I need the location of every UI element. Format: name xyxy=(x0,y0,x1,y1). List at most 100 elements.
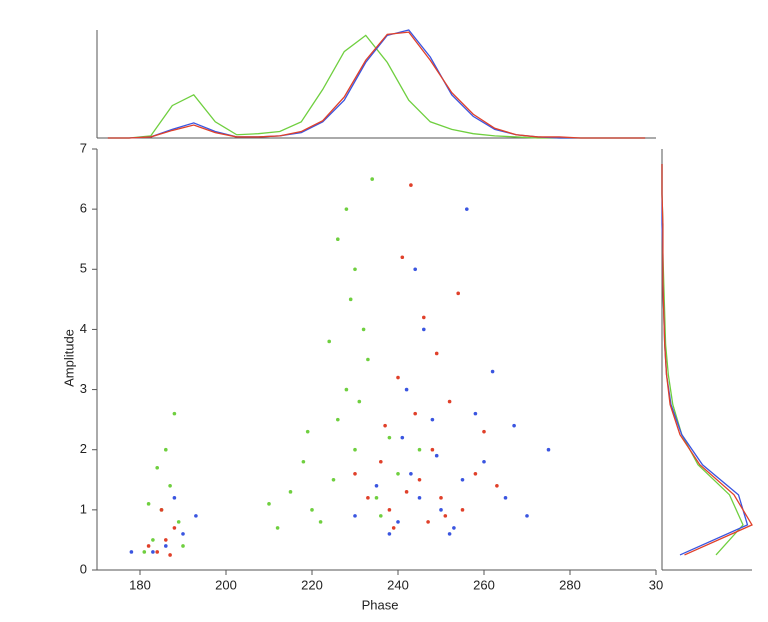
point xyxy=(439,496,443,500)
point xyxy=(344,387,349,392)
point xyxy=(331,477,336,482)
point xyxy=(155,465,159,470)
top-histogram-line xyxy=(107,29,646,139)
point xyxy=(379,514,383,518)
point xyxy=(357,399,362,404)
point xyxy=(456,291,461,296)
y-tick-label: 2 xyxy=(80,441,87,456)
point xyxy=(396,375,400,380)
point xyxy=(387,532,392,536)
point xyxy=(447,399,452,404)
y-tick-label: 5 xyxy=(80,261,87,276)
point xyxy=(495,484,499,488)
point xyxy=(465,207,469,211)
top-histogram-line xyxy=(107,34,646,139)
point xyxy=(155,550,159,554)
x-tick-label: 240 xyxy=(387,577,409,592)
point xyxy=(194,514,198,518)
point xyxy=(443,514,448,518)
point xyxy=(447,532,452,536)
point xyxy=(387,508,392,512)
point xyxy=(159,508,164,512)
point xyxy=(422,327,426,332)
point xyxy=(129,550,134,554)
point xyxy=(417,496,422,500)
point xyxy=(379,459,383,464)
point xyxy=(151,550,155,554)
right-histogram-line xyxy=(661,164,753,556)
point xyxy=(146,502,151,506)
x-tick-label: 30 xyxy=(649,577,663,592)
point xyxy=(490,369,495,374)
point xyxy=(404,490,409,494)
point xyxy=(301,459,306,464)
point xyxy=(452,526,456,530)
point xyxy=(439,508,443,512)
point xyxy=(473,471,478,476)
point xyxy=(525,514,529,518)
point xyxy=(353,514,357,518)
point xyxy=(413,411,418,416)
y-tick-label: 3 xyxy=(80,381,87,396)
point xyxy=(396,471,400,476)
point xyxy=(374,484,379,488)
point xyxy=(172,526,177,530)
point xyxy=(142,550,147,554)
point xyxy=(151,538,155,542)
x-tick-label: 260 xyxy=(473,577,495,592)
y-tick-label: 7 xyxy=(80,140,87,155)
x-axis-label: Phase xyxy=(362,597,399,612)
point xyxy=(366,357,370,362)
point xyxy=(181,544,185,548)
point xyxy=(344,207,349,211)
point xyxy=(336,417,340,422)
x-tick-label: 200 xyxy=(215,577,237,592)
point xyxy=(353,267,357,272)
point xyxy=(503,496,508,500)
point xyxy=(168,553,172,557)
point xyxy=(409,471,413,476)
point xyxy=(473,411,478,416)
point xyxy=(383,423,387,428)
point xyxy=(288,490,293,494)
y-tick-label: 4 xyxy=(80,321,87,336)
point xyxy=(310,508,314,512)
point xyxy=(361,327,366,332)
point xyxy=(336,237,340,242)
x-tick-label: 280 xyxy=(559,577,581,592)
point xyxy=(460,477,465,482)
y-axis-label: Amplitude xyxy=(61,329,76,387)
point xyxy=(546,447,551,452)
point xyxy=(164,544,168,548)
top-histogram-line xyxy=(107,31,646,139)
point xyxy=(327,339,332,344)
point xyxy=(434,453,439,458)
point xyxy=(146,544,151,548)
y-tick-label: 6 xyxy=(80,201,87,216)
point xyxy=(348,297,353,302)
point xyxy=(434,351,439,356)
point xyxy=(417,447,422,452)
point xyxy=(426,520,430,524)
point xyxy=(482,459,486,464)
y-tick-label: 0 xyxy=(80,561,87,576)
point xyxy=(164,538,168,542)
point xyxy=(267,502,271,506)
point xyxy=(391,526,396,530)
point xyxy=(409,183,413,187)
point xyxy=(482,429,486,434)
x-tick-label: 180 xyxy=(129,577,151,592)
point xyxy=(460,508,465,512)
point xyxy=(172,411,177,416)
point xyxy=(422,315,426,320)
point xyxy=(374,496,379,500)
point xyxy=(353,471,357,476)
point xyxy=(168,484,172,488)
point xyxy=(400,435,405,440)
point xyxy=(275,526,280,530)
point xyxy=(366,496,370,500)
point xyxy=(387,435,392,440)
point xyxy=(404,387,409,392)
point xyxy=(400,255,405,260)
